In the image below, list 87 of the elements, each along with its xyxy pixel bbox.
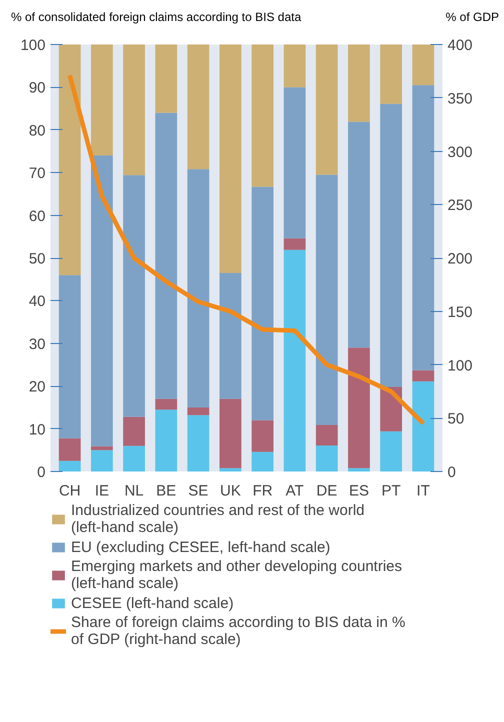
- x-tick-label: AT: [286, 482, 304, 500]
- bar: [380, 104, 402, 387]
- y-tick-label: 70: [28, 165, 46, 182]
- bar: [252, 44, 274, 187]
- bar: [284, 87, 306, 238]
- bar: [348, 122, 370, 348]
- bar: [90, 44, 113, 156]
- legend-label: CESEE (left-hand scale): [71, 594, 234, 612]
- bar: [316, 424, 338, 446]
- bar: [123, 175, 145, 417]
- bar: [220, 398, 242, 468]
- bar: [316, 44, 338, 175]
- bar: [187, 169, 210, 408]
- y2-tick-label: 0: [448, 464, 456, 481]
- x-tick-label: SE: [188, 482, 208, 500]
- legend-label: Industrialized countries and rest of the world (left-hand scale): [71, 502, 364, 536]
- bar: [90, 156, 113, 446]
- x-tick-label: NL: [124, 482, 144, 500]
- bar: [187, 415, 210, 472]
- bar: [220, 272, 242, 399]
- bar: [412, 381, 434, 472]
- x-tick-label: ES: [348, 482, 369, 500]
- legend-label: EU (excluding CESEE, left-hand scale): [71, 538, 330, 556]
- x-tick-label: IE: [94, 482, 110, 500]
- bar: [187, 44, 210, 170]
- y2-tick-label: 200: [448, 250, 473, 268]
- bar: [155, 44, 178, 113]
- bar: [412, 370, 434, 382]
- bar: [123, 446, 145, 472]
- bar: [90, 446, 113, 450]
- y2-tick-label: 100: [448, 357, 473, 374]
- y-tick-label: 0: [37, 464, 46, 481]
- bar: [58, 44, 81, 276]
- x-tick-label: FR: [252, 482, 273, 500]
- line-series: [68, 73, 426, 426]
- x-tick-label: DE: [316, 482, 338, 500]
- x-tick-label: CH: [58, 482, 81, 500]
- y-tick-label: 20: [28, 378, 46, 396]
- bar: [316, 445, 338, 472]
- y-tick-label: 100: [20, 37, 46, 54]
- bar: [316, 174, 338, 425]
- bar: [220, 44, 242, 273]
- x-tick-label: BE: [156, 482, 176, 500]
- y-tick-label: 90: [28, 80, 46, 97]
- y-tick-label: 80: [28, 122, 46, 140]
- x-tick-label: IT: [416, 482, 430, 500]
- y2-tick-label: 250: [448, 197, 473, 214]
- bar: [284, 250, 306, 472]
- bar: [284, 238, 306, 250]
- y2-tick-label: 150: [448, 304, 473, 321]
- y2-tick-label: 400: [448, 37, 473, 54]
- y2-tick-label: 50: [448, 410, 464, 428]
- bar: [58, 275, 81, 438]
- bar: [252, 420, 274, 452]
- bar: [252, 186, 274, 420]
- bar: [155, 398, 178, 410]
- bar: [155, 410, 178, 472]
- bar: [123, 44, 145, 176]
- bar: [380, 44, 402, 104]
- bar: [220, 468, 242, 472]
- y-axis-title: % of consolidated foreign claims according to BIS data: [11, 9, 302, 26]
- bar: [348, 44, 370, 122]
- y-tick-label: 60: [28, 208, 46, 225]
- bar: [412, 44, 434, 86]
- bar: [58, 460, 81, 472]
- y-tick-label: 10: [28, 421, 46, 438]
- bar: [348, 348, 370, 468]
- y-tick-label: 40: [28, 293, 46, 310]
- bar: [348, 468, 370, 472]
- bar: [155, 112, 178, 399]
- y2-tick-label: 300: [448, 144, 473, 161]
- bar: [380, 431, 402, 472]
- y-tick-label: 30: [28, 336, 46, 353]
- x-tick-label: PT: [382, 482, 401, 500]
- bar: [58, 438, 81, 461]
- legend-label: Share of foreign claims according to BIS data in % of GDP (right-hand scale): [71, 614, 406, 648]
- y2-axis-title: % of GDP: [446, 9, 499, 26]
- legend-label: Emerging markets and other developing countries (left-hand scale): [71, 558, 402, 592]
- x-tick-label: UK: [220, 482, 241, 500]
- bar: [412, 85, 434, 370]
- bar: [123, 416, 145, 446]
- bar: [284, 44, 306, 88]
- y-tick-label: 50: [28, 250, 46, 268]
- bar: [252, 452, 274, 472]
- bar: [90, 450, 113, 472]
- y2-tick-label: 350: [448, 90, 473, 108]
- bar: [187, 407, 210, 416]
